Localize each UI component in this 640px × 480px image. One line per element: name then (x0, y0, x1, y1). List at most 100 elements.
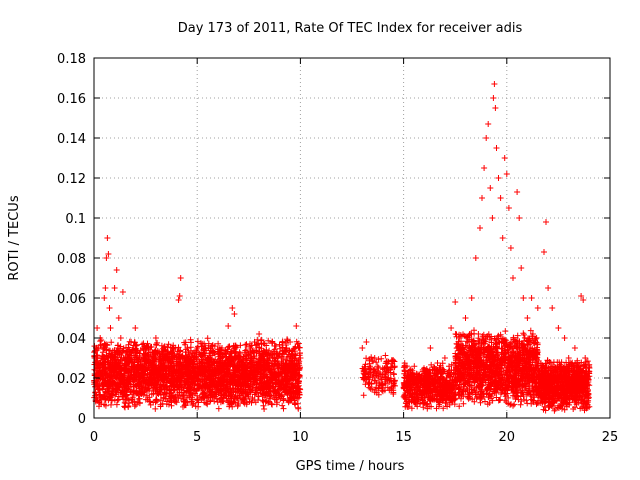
data-point (192, 403, 199, 410)
data-point (127, 381, 134, 387)
data-point (227, 372, 234, 379)
data-point (142, 376, 149, 383)
data-point (290, 346, 297, 353)
data-point (138, 372, 145, 379)
data-point (242, 364, 249, 371)
data-point (268, 388, 274, 395)
data-point (263, 360, 270, 367)
data-point (206, 392, 213, 399)
data-point (209, 366, 216, 373)
data-point (258, 369, 265, 376)
data-point (295, 374, 302, 381)
data-point (253, 390, 260, 397)
data-point (103, 381, 110, 388)
data-point (118, 389, 125, 396)
data-point (239, 373, 246, 380)
data-point (100, 392, 107, 399)
data-point (288, 384, 295, 391)
data-point (154, 339, 161, 346)
data-point (114, 397, 121, 404)
data-point (199, 340, 206, 347)
data-point (101, 345, 108, 352)
data-point (249, 396, 256, 403)
data-point (197, 352, 204, 358)
data-point (269, 383, 276, 390)
data-point (188, 339, 194, 346)
data-point (278, 376, 285, 383)
data-point (121, 391, 128, 398)
data-point (296, 352, 303, 359)
data-point (238, 372, 244, 379)
data-point (249, 386, 256, 393)
data-point (274, 372, 281, 379)
data-point (265, 366, 272, 372)
data-point (163, 401, 170, 408)
data-point (145, 381, 152, 388)
data-point (230, 347, 237, 354)
data-point (102, 375, 109, 382)
data-point (148, 380, 155, 387)
data-point (195, 399, 202, 406)
data-point (164, 379, 170, 386)
data-point (273, 396, 280, 403)
data-point (219, 375, 226, 382)
data-point (261, 406, 268, 412)
data-point (244, 372, 251, 379)
data-point (176, 386, 183, 393)
data-point (126, 400, 133, 407)
data-point (96, 360, 103, 367)
data-point (263, 386, 270, 393)
data-point (257, 386, 264, 393)
data-point (153, 349, 160, 356)
data-point (168, 382, 175, 389)
data-point (262, 351, 269, 358)
data-point (280, 348, 286, 355)
data-point (198, 343, 205, 350)
data-point (291, 368, 298, 375)
data-point (162, 395, 169, 402)
data-point (281, 389, 288, 396)
data-point (189, 394, 196, 401)
data-point (182, 389, 189, 396)
data-point (144, 351, 151, 358)
data-point (136, 400, 143, 407)
data-point (184, 345, 191, 352)
data-point (95, 345, 102, 352)
data-point (217, 399, 224, 406)
data-point (144, 392, 150, 399)
data-point (123, 344, 129, 351)
data-point (160, 365, 167, 372)
data-point (274, 351, 281, 357)
data-point (168, 399, 175, 406)
data-point (108, 339, 115, 346)
data-point (150, 370, 157, 377)
data-point (258, 336, 265, 343)
data-point (108, 401, 114, 408)
data-point (153, 384, 160, 390)
data-point (132, 348, 139, 354)
data-point (259, 390, 265, 397)
data-point (235, 360, 242, 367)
data-point (159, 345, 166, 352)
data-point (287, 365, 294, 372)
data-point (181, 399, 187, 405)
data-point (150, 360, 157, 367)
data-point (236, 367, 243, 374)
data-point (248, 399, 255, 406)
data-point (271, 368, 278, 375)
data-point (147, 401, 154, 408)
data-point (517, 401, 524, 408)
data-point (255, 393, 262, 400)
data-point (204, 335, 211, 342)
data-point (180, 384, 187, 391)
data-point (218, 366, 225, 373)
data-point (265, 352, 272, 359)
data-point (186, 387, 193, 394)
data-point (109, 388, 116, 395)
data-point (284, 366, 291, 373)
data-point (159, 376, 166, 383)
data-point (165, 341, 172, 348)
data-point (108, 359, 115, 365)
data-point (209, 342, 216, 349)
